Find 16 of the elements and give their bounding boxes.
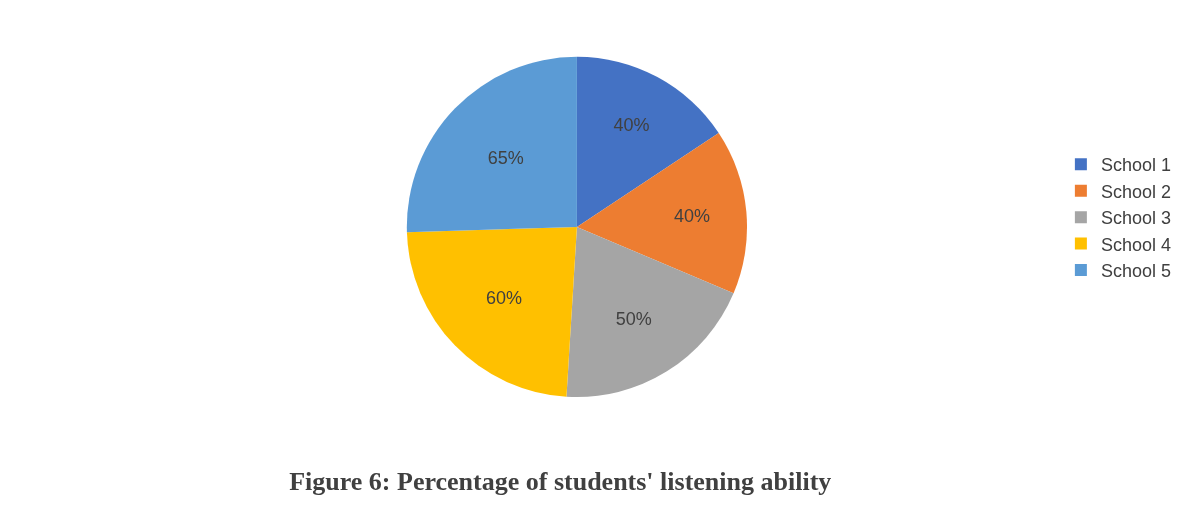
legend-label: School 4 [1100, 234, 1171, 255]
data-label: 60% [485, 287, 522, 308]
legend-label: School 1 [1100, 155, 1171, 176]
pie-slice [406, 56, 577, 233]
legend-label: School 5 [1100, 260, 1171, 281]
legend-label: School 2 [1100, 181, 1171, 202]
data-label: 40% [613, 115, 650, 136]
pie-slice [406, 226, 577, 397]
data-label: 40% [673, 206, 710, 227]
legend-label: School 3 [1100, 208, 1171, 229]
pie-slice [566, 226, 734, 397]
text: Figure 6: Percentage of students' listening ability [289, 466, 832, 496]
data-label: 65% [487, 148, 524, 169]
pie-slice [576, 56, 719, 227]
pie-slice [576, 133, 747, 294]
data-label: 50% [615, 308, 652, 329]
